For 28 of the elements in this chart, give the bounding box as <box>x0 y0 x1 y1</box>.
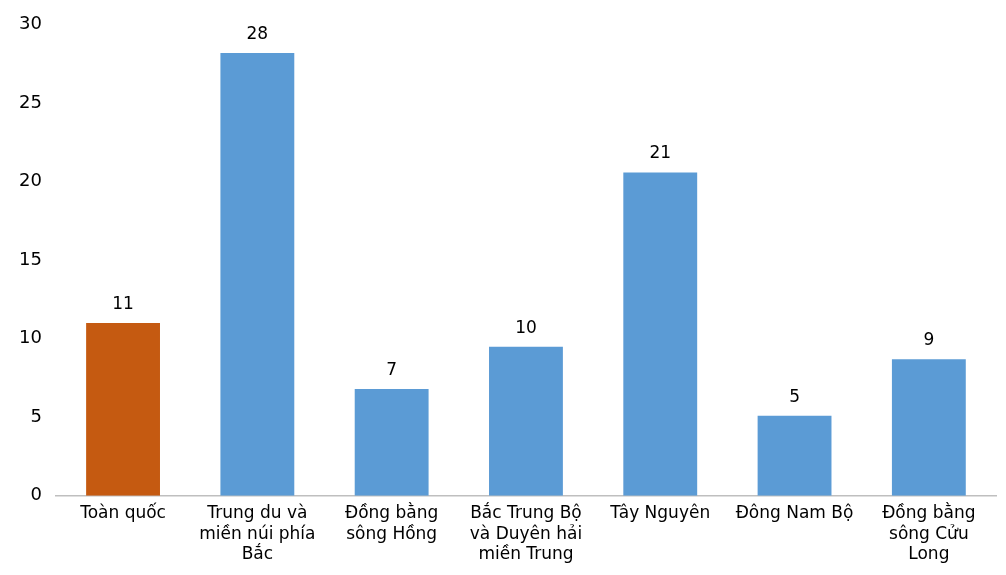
y-tick-label: 25 <box>19 90 42 112</box>
x-tick-label: Trung du và miền núi phía Bắc <box>199 502 316 564</box>
x-tick-label: Bắc Trung Bộ và Duyên hải miền Trung <box>469 502 583 564</box>
bar <box>220 53 295 496</box>
x-tick-label: Đồng bằng sông Cửu Long <box>882 502 976 564</box>
data-label: 9 <box>923 329 935 350</box>
bar <box>891 359 966 496</box>
data-label: 11 <box>112 293 134 314</box>
data-label: 7 <box>386 358 398 379</box>
data-label: 5 <box>789 385 800 406</box>
bar <box>86 323 160 496</box>
y-tick-label: 0 <box>30 483 42 505</box>
data-label: 21 <box>649 142 672 163</box>
bar <box>489 346 563 496</box>
y-tick-label: 15 <box>19 247 42 269</box>
x-tick-label: Đông Nam Bộ <box>735 502 854 523</box>
x-tick-label: Toàn quốc <box>79 502 166 523</box>
y-tick-label: 5 <box>30 404 42 426</box>
bar <box>354 389 429 496</box>
data-label: 10 <box>515 316 537 337</box>
x-tick-label: Tây Nguyên <box>609 502 711 523</box>
bar <box>623 172 698 496</box>
x-tick-label: Đồng bằng sông Hồng <box>344 502 439 543</box>
y-tick-label: 10 <box>19 326 42 348</box>
y-tick-label: 20 <box>19 169 42 191</box>
y-tick-label: 30 <box>19 12 42 34</box>
data-label: 28 <box>246 22 269 43</box>
bar <box>757 415 832 496</box>
